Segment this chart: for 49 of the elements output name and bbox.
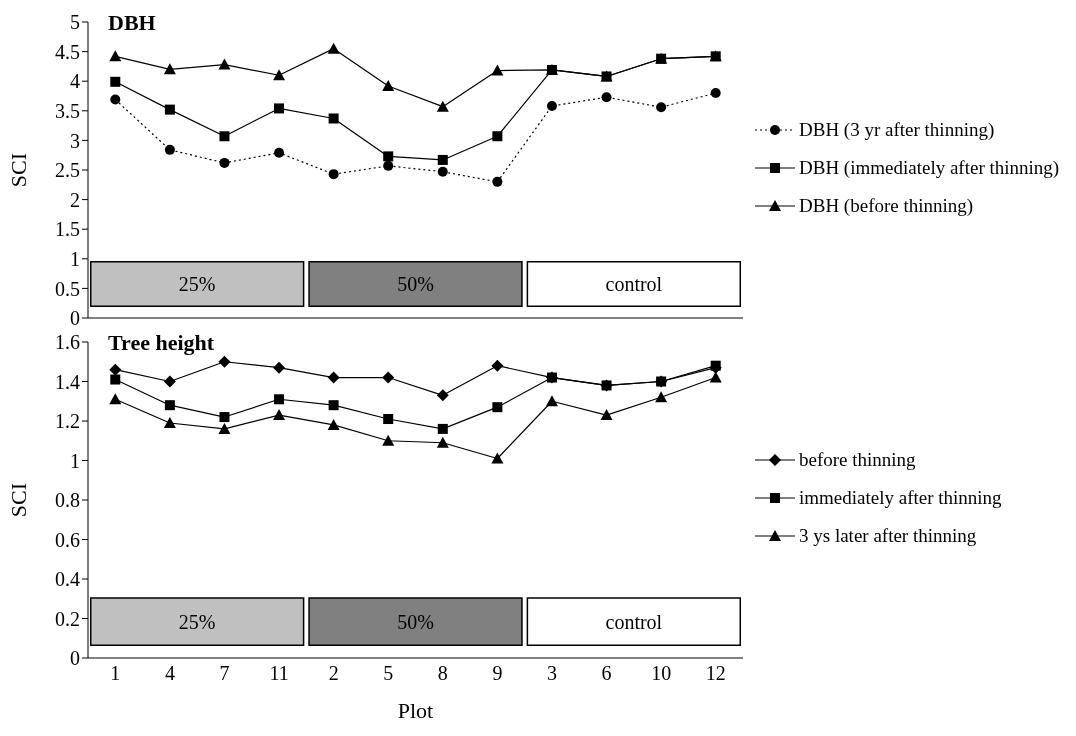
x-tick-label: 1 — [110, 662, 121, 685]
legend-label: DBH (immediately after thinning) — [799, 157, 1060, 179]
band-label: control — [605, 273, 663, 296]
chart-title: DBH — [108, 10, 156, 36]
y-tick-label: 0.6 — [55, 528, 80, 551]
x-tick-label: 4 — [164, 662, 175, 685]
x-tick-label: 9 — [492, 662, 503, 685]
x-tick-label: 6 — [601, 662, 612, 685]
x-tick-label: 10 — [651, 662, 672, 685]
y-tick-label: 1.2 — [55, 410, 80, 433]
y-tick-label: 4 — [70, 70, 80, 93]
y-tick-label: 3.5 — [55, 99, 80, 122]
chart-title: Tree height — [108, 330, 215, 356]
y-tick-label: 1 — [70, 247, 80, 270]
y-axis-title: SCI — [5, 482, 31, 518]
x-tick-label: 5 — [383, 662, 394, 685]
y-tick-label: 2.5 — [55, 159, 80, 182]
y-tick-label: 0 — [70, 647, 80, 670]
y-tick-label: 5 — [70, 11, 80, 34]
band-label: 25% — [178, 610, 216, 633]
y-tick-label: 1.4 — [55, 370, 80, 393]
legend-label: DBH (3 yr after thinning) — [799, 119, 995, 141]
y-tick-label: 4.5 — [55, 40, 80, 63]
y-tick-label: 0.2 — [55, 607, 80, 630]
x-tick-label: 3 — [546, 662, 557, 685]
x-tick-label: 12 — [705, 662, 726, 685]
x-axis-title: Plot — [397, 698, 434, 723]
y-tick-label: 0.8 — [55, 489, 80, 512]
band-label: control — [605, 610, 663, 633]
legend-label: immediately after thinning — [799, 487, 1002, 509]
y-tick-label: 0.5 — [55, 277, 80, 300]
legend-label: DBH (before thinning) — [799, 195, 974, 217]
x-tick-label: 7 — [219, 662, 230, 685]
band-label: 25% — [178, 273, 216, 296]
y-tick-label: 3 — [70, 129, 80, 152]
x-tick-label: 11 — [269, 662, 289, 685]
y-tick-label: 0.4 — [55, 568, 80, 591]
band-label: 50% — [397, 273, 434, 296]
y-tick-label: 0 — [70, 307, 80, 330]
y-axis-title: SCI — [5, 152, 31, 188]
y-tick-label: 2 — [70, 188, 80, 211]
x-tick-label: 2 — [328, 662, 339, 685]
legend-label: 3 ys later after thinning — [799, 525, 977, 547]
legend-label: before thinning — [799, 449, 916, 471]
y-tick-label: 1.5 — [55, 218, 80, 241]
band-label: 50% — [397, 610, 434, 633]
y-tick-label: 1.6 — [55, 331, 80, 354]
y-tick-label: 1 — [70, 449, 80, 472]
x-tick-label: 8 — [437, 662, 448, 685]
